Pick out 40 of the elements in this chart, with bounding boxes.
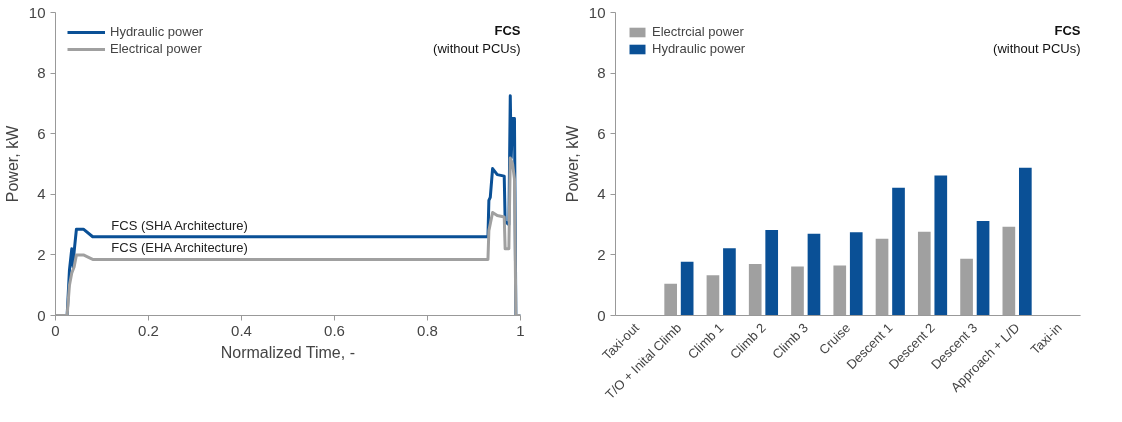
y-tick-label: 4 bbox=[37, 185, 46, 203]
bar bbox=[1018, 167, 1032, 316]
y-tick-label: 4 bbox=[597, 185, 606, 203]
y-axis-title: Power, kW bbox=[3, 124, 21, 203]
annotation: FCS bbox=[494, 22, 521, 38]
annotation: (without PCUs) bbox=[993, 40, 1081, 56]
y-tick-label: 8 bbox=[597, 64, 606, 82]
x-tick-label: 0.6 bbox=[324, 321, 345, 339]
y-tick-label: 0 bbox=[597, 306, 606, 324]
y-tick-label: 2 bbox=[597, 245, 606, 263]
y-tick-label: 2 bbox=[37, 245, 46, 263]
legend-label: Hydraulic power bbox=[110, 24, 204, 39]
x-tick-label: 0 bbox=[51, 321, 60, 339]
annotation: (without PCUs) bbox=[433, 40, 521, 56]
annotation: FCS bbox=[1054, 22, 1081, 38]
y-tick-label: 6 bbox=[597, 124, 606, 142]
bar bbox=[680, 261, 694, 316]
x-tick-label: 0.8 bbox=[417, 321, 438, 339]
legend-label: Electrcial power bbox=[652, 24, 744, 39]
x-tick-label: 1 bbox=[516, 321, 525, 339]
annotation: FCS (SHA Architecture) bbox=[111, 217, 248, 233]
x-tick-label: 0.4 bbox=[231, 321, 252, 339]
bar bbox=[934, 175, 948, 316]
y-tick-label: 8 bbox=[37, 64, 46, 82]
x-axis-title: Normalized Time, - bbox=[220, 343, 355, 361]
legend-label: Hydraulic power bbox=[652, 41, 746, 56]
x-tick-label: 0.2 bbox=[138, 321, 159, 339]
y-tick-label: 10 bbox=[588, 3, 606, 21]
y-axis-title: Power, kW bbox=[563, 124, 581, 203]
bar bbox=[976, 220, 990, 316]
y-tick-label: 6 bbox=[37, 124, 46, 142]
y-tick-label: 0 bbox=[37, 306, 46, 324]
y-tick-label: 10 bbox=[28, 3, 46, 21]
bar bbox=[807, 233, 821, 316]
bar bbox=[892, 187, 905, 316]
bar bbox=[765, 230, 779, 316]
bar bbox=[723, 248, 736, 316]
annotation: FCS (EHA Architecture) bbox=[111, 240, 248, 256]
legend-label: Electrical power bbox=[110, 41, 202, 56]
bar bbox=[849, 232, 863, 316]
